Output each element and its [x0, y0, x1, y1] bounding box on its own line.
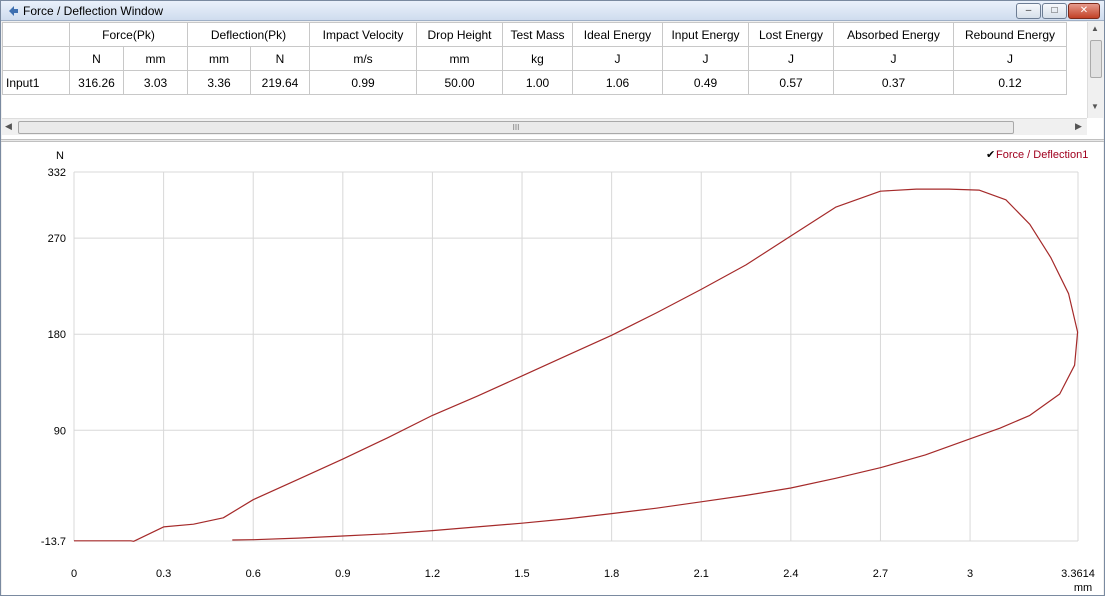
- legend[interactable]: ✔ Force / Deflection1: [986, 148, 1088, 161]
- header-ideal-energy[interactable]: Ideal Energy: [572, 22, 663, 47]
- header-absorbed-energy[interactable]: Absorbed Energy: [833, 22, 954, 47]
- unit-cell: mm: [416, 46, 503, 71]
- header-force-pk[interactable]: Force(Pk): [69, 22, 188, 47]
- maximize-button[interactable]: □: [1042, 3, 1067, 19]
- y-tick-label: 90: [54, 425, 66, 437]
- x-tick-label: 3: [967, 568, 973, 580]
- series-line-force-deflection: [74, 188, 1079, 542]
- table-cell[interactable]: 316.26: [69, 70, 124, 95]
- table-cell[interactable]: 0.37: [833, 70, 954, 95]
- table-row[interactable]: Input1 316.26 3.03 3.36 219.64 0.99 50.0…: [2, 70, 1067, 95]
- x-tick-label: 0.9: [335, 568, 350, 580]
- legend-label[interactable]: Force / Deflection1: [996, 149, 1088, 161]
- x-tick-label: 1.5: [514, 568, 529, 580]
- header-impact-velocity[interactable]: Impact Velocity: [309, 22, 417, 47]
- series-layer: [74, 188, 1079, 542]
- scroll-up-icon[interactable]: ▲: [1091, 24, 1099, 33]
- table-cell[interactable]: 0.49: [662, 70, 749, 95]
- units-row: N mm mm N m/s mm kg J J J J J: [2, 46, 1067, 71]
- table-cell[interactable]: 50.00: [416, 70, 503, 95]
- table-cell[interactable]: 3.36: [187, 70, 251, 95]
- scroll-right-icon[interactable]: ▶: [1075, 121, 1082, 131]
- unit-cell: [2, 46, 70, 71]
- unit-cell: J: [572, 46, 663, 71]
- unit-cell: J: [748, 46, 834, 71]
- table-cell[interactable]: 219.64: [250, 70, 310, 95]
- force-deflection-chart: 0 0.3 0.6 0.9 1.2 1.5 1.8 2.1 2.4 2.7 3 3.3614 -13.7…: [2, 142, 1103, 595]
- close-button[interactable]: ✕: [1068, 3, 1100, 19]
- x-tick-label: 0: [71, 568, 77, 580]
- x-tick-label: 3.3614: [1061, 568, 1095, 580]
- window-title: Force / Deflection Window: [23, 4, 164, 18]
- table-cell[interactable]: 0.57: [748, 70, 834, 95]
- unit-cell: J: [953, 46, 1067, 71]
- unit-cell: kg: [502, 46, 573, 71]
- app-icon: [9, 6, 18, 16]
- minimize-icon: –: [1025, 5, 1032, 16]
- vertical-scroll-thumb[interactable]: [1090, 40, 1102, 78]
- scroll-grip: III: [512, 123, 520, 132]
- header-deflection-pk[interactable]: Deflection(Pk): [187, 22, 310, 47]
- unit-cell: mm: [123, 46, 188, 71]
- vertical-scrollbar[interactable]: ▲ ▼: [1087, 22, 1103, 118]
- unit-cell: J: [662, 46, 749, 71]
- x-tick-label: 0.3: [156, 568, 171, 580]
- results-grid: Force(Pk) Deflection(Pk) Impact Velocity…: [2, 22, 1103, 140]
- chart-canvas: 0 0.3 0.6 0.9 1.2 1.5 1.8 2.1 2.4 2.7 3 3.3614 -13.7…: [41, 148, 1095, 594]
- unit-cell: mm: [187, 46, 251, 71]
- unit-cell: m/s: [309, 46, 417, 71]
- y-tick-label: 332: [48, 167, 66, 179]
- x-tick-label: 1.2: [425, 568, 440, 580]
- y-tick-label: 270: [48, 233, 66, 245]
- table-cell[interactable]: 1.06: [572, 70, 663, 95]
- y-tick-label: -13.7: [41, 536, 66, 548]
- results-table: Force(Pk) Deflection(Pk) Impact Velocity…: [2, 22, 1067, 95]
- x-tick-label: 2.7: [873, 568, 888, 580]
- unit-cell: J: [833, 46, 954, 71]
- header-rebound-energy[interactable]: Rebound Energy: [953, 22, 1067, 47]
- axis-layer: 0 0.3 0.6 0.9 1.2 1.5 1.8 2.1 2.4 2.7 3 3.3614 -13.7…: [41, 167, 1095, 580]
- horizontal-scroll-thumb[interactable]: III: [18, 121, 1014, 134]
- unit-cell: N: [69, 46, 124, 71]
- y-axis-label: N: [56, 150, 64, 162]
- x-tick-label: 2.1: [694, 568, 709, 580]
- table-cell[interactable]: 0.99: [309, 70, 417, 95]
- x-tick-label: 1.8: [604, 568, 619, 580]
- table-cell[interactable]: 3.03: [123, 70, 188, 95]
- close-icon: ✕: [1079, 5, 1089, 16]
- grid-layer: [73, 171, 1079, 542]
- scroll-down-icon[interactable]: ▼: [1091, 102, 1099, 111]
- scroll-left-icon[interactable]: ◀: [5, 121, 12, 131]
- unit-cell: N: [250, 46, 310, 71]
- horizontal-scrollbar[interactable]: ◀ III ▶: [2, 118, 1087, 135]
- x-tick-label: 0.6: [246, 568, 261, 580]
- y-tick-label: 180: [48, 329, 66, 341]
- header-input-energy[interactable]: Input Energy: [662, 22, 749, 47]
- header-test-mass[interactable]: Test Mass: [502, 22, 573, 47]
- corner-cell: [2, 22, 70, 47]
- pane-splitter[interactable]: [1, 139, 1104, 142]
- x-axis-label: mm: [1074, 582, 1092, 594]
- legend-check-icon[interactable]: ✔: [986, 148, 995, 161]
- header-row: Force(Pk) Deflection(Pk) Impact Velocity…: [2, 22, 1067, 47]
- table-cell[interactable]: 1.00: [502, 70, 573, 95]
- title-bar[interactable]: Force / Deflection Window – □ ✕: [1, 1, 1104, 21]
- x-tick-label: 2.4: [783, 568, 798, 580]
- maximize-icon: □: [1051, 5, 1058, 16]
- row-label[interactable]: Input1: [2, 70, 70, 95]
- header-lost-energy[interactable]: Lost Energy: [748, 22, 834, 47]
- table-cell[interactable]: 0.12: [953, 70, 1067, 95]
- header-drop-height[interactable]: Drop Height: [416, 22, 503, 47]
- minimize-button[interactable]: –: [1016, 3, 1041, 19]
